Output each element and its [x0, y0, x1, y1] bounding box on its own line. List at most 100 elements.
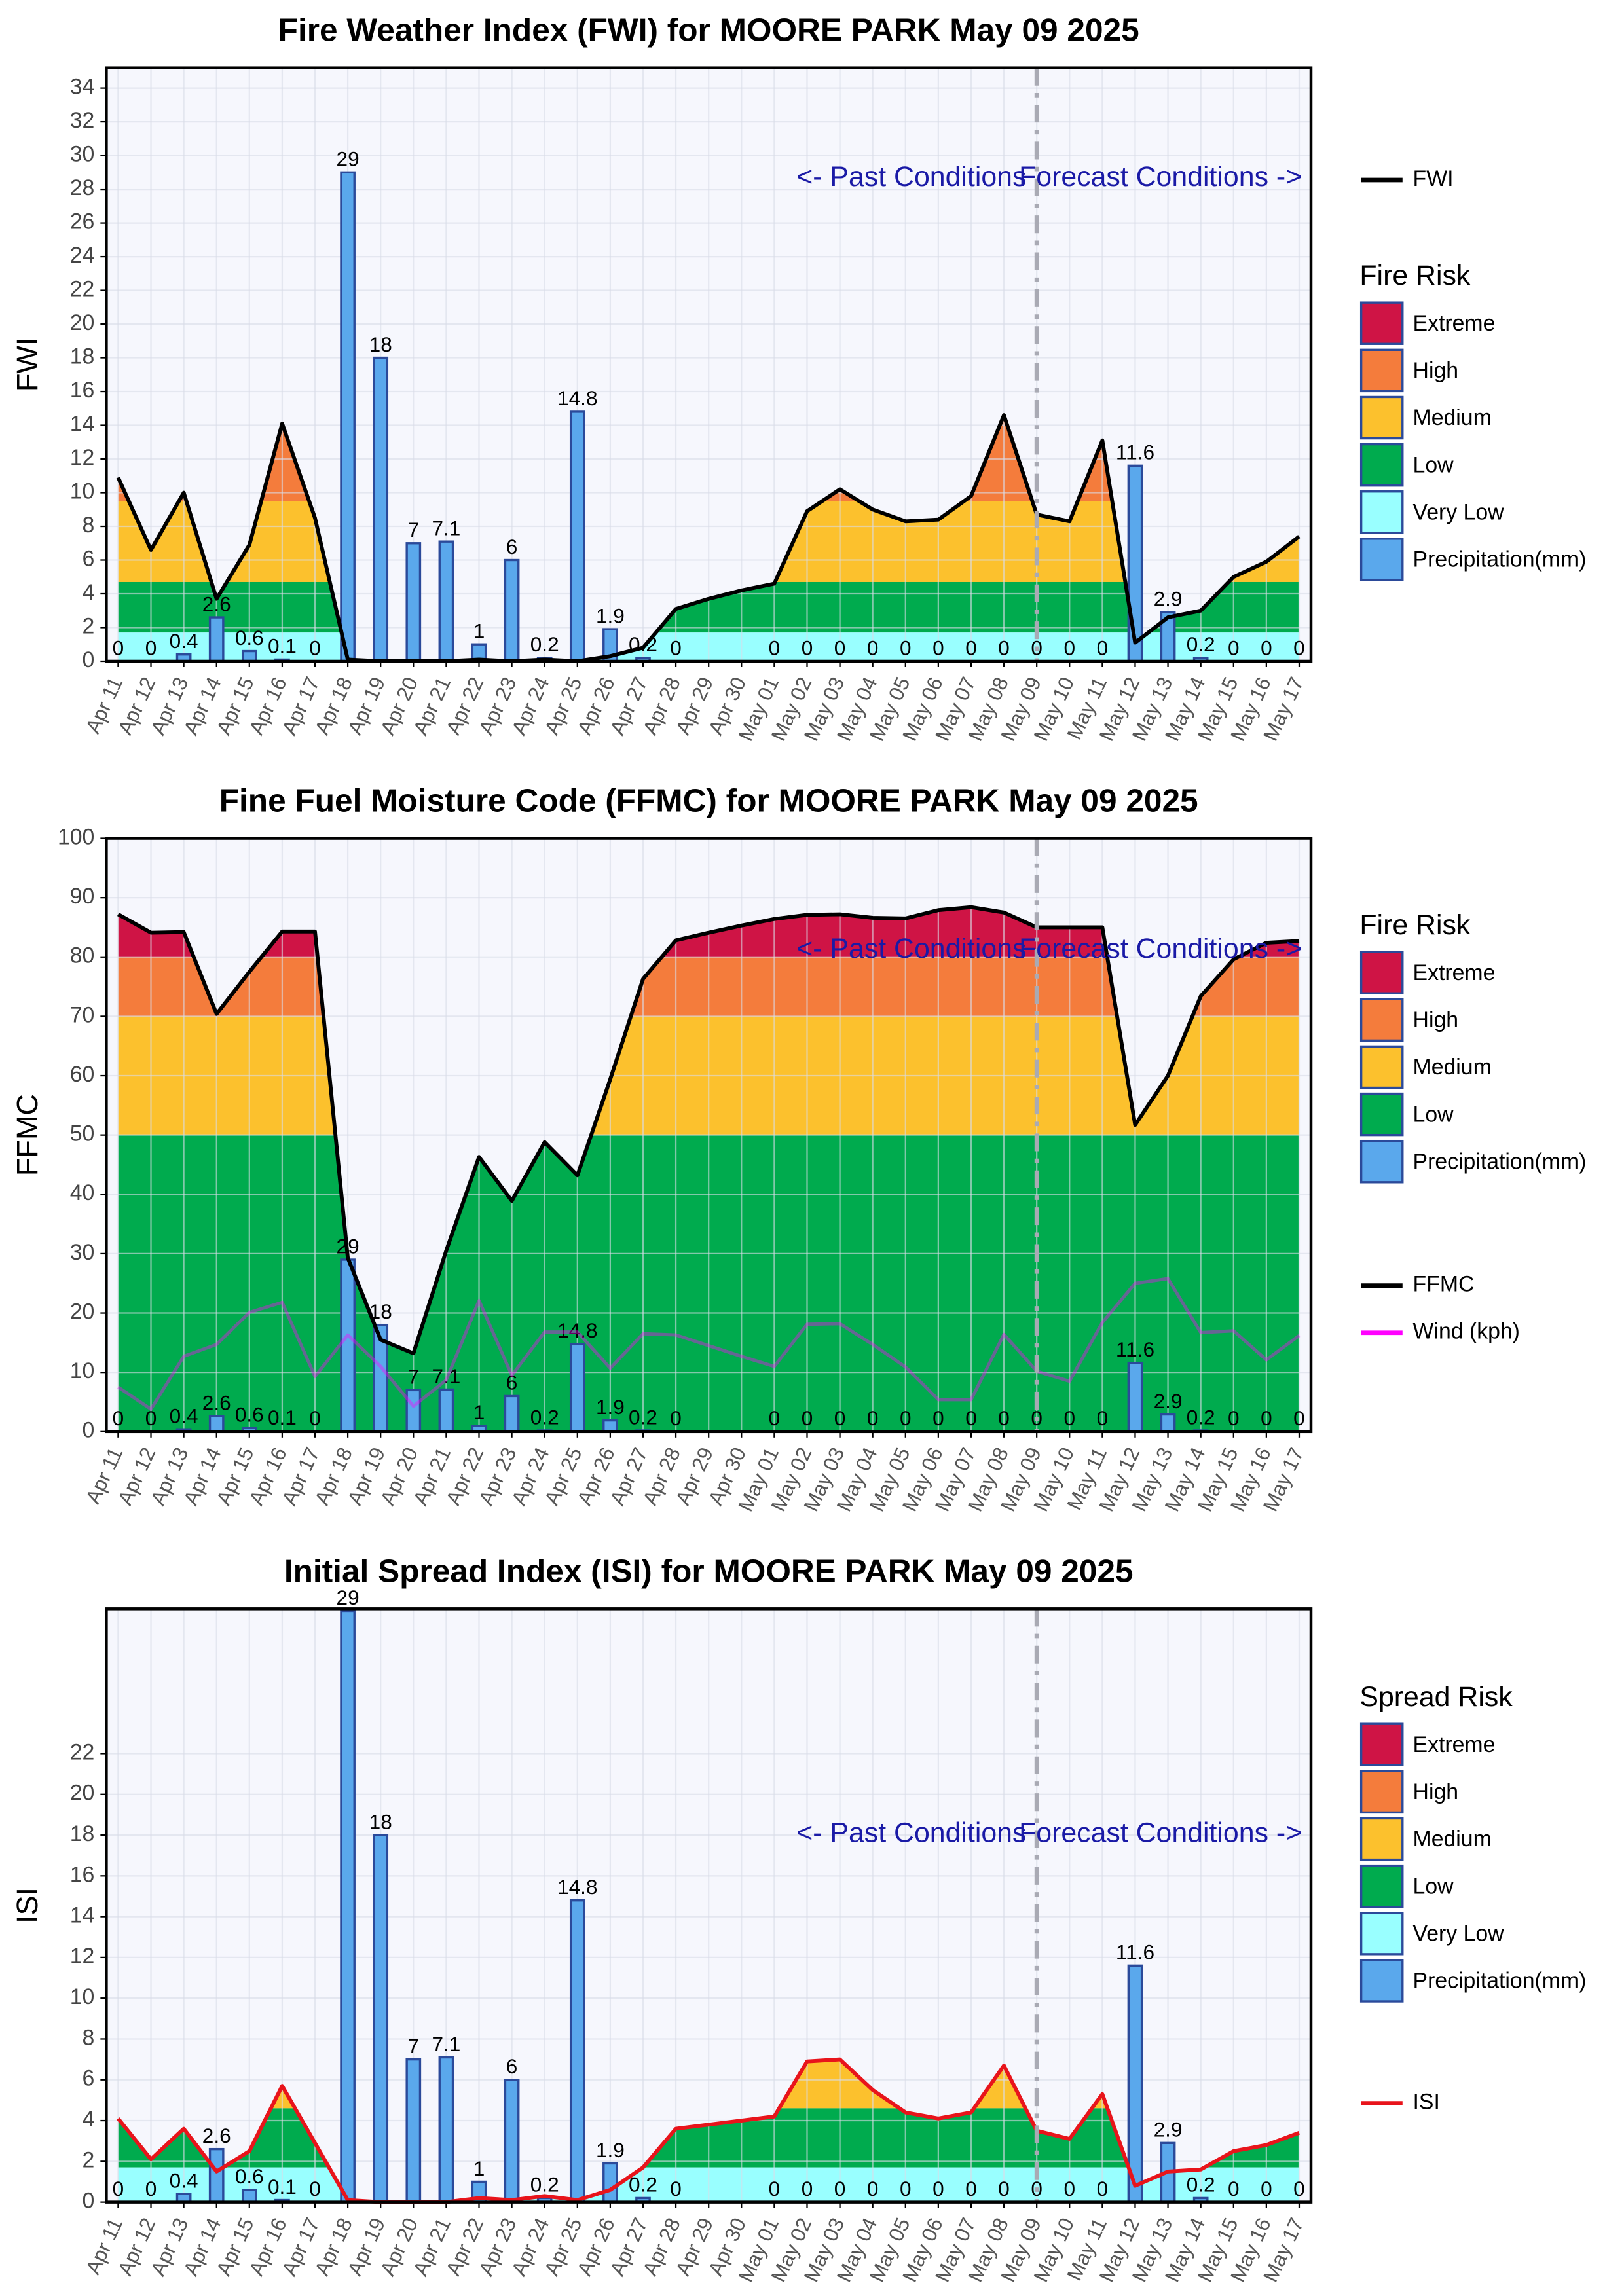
bar-value-label: 0.6 [235, 2164, 264, 2188]
bar-value-label: 18 [369, 1810, 392, 1833]
legend-label: Extreme [1413, 960, 1496, 985]
y-tick-label: 6 [83, 2066, 95, 2091]
bar-value-label: 0 [1293, 2177, 1305, 2200]
precip-bar [405, 542, 422, 663]
series-line [117, 1277, 1301, 1411]
plot-frame [105, 1607, 1313, 2204]
legend-label: Extreme [1413, 311, 1496, 336]
legend-label: FFMC [1413, 1272, 1475, 1297]
bar-value-label: 0.6 [235, 626, 264, 649]
legend-label: Wind (kph) [1413, 1319, 1520, 1344]
y-tick-label: 14 [70, 1903, 95, 1928]
legend-swatch [1359, 1912, 1404, 1956]
y-tick-label: 80 [70, 943, 95, 968]
bar-value-label: 29 [337, 1586, 360, 1609]
legend-swatch [1359, 395, 1404, 440]
bar-value-label: 0 [309, 1406, 321, 1430]
bar-value-label: 7 [408, 518, 420, 541]
precip-bar [438, 540, 454, 663]
legend-label: High [1413, 1779, 1459, 1804]
bar-value-label: 0 [834, 2177, 846, 2200]
y-tick-label: 20 [70, 310, 95, 335]
bar-value-label: 0.2 [629, 2173, 657, 2196]
legend-swatch [1359, 348, 1404, 393]
bar-value-label: 7.1 [432, 2032, 460, 2056]
bar-value-label: 2.6 [202, 1391, 231, 1415]
precip-bar [602, 1419, 618, 1433]
chart-title: Initial Spread Index (ISI) for MOORE PAR… [284, 1552, 1134, 1589]
y-tick-label: 10 [70, 1358, 95, 1383]
precip-bar [438, 1388, 454, 1433]
precip-bar [438, 2056, 454, 2204]
precip-bar [340, 1258, 356, 1433]
legend-swatch [1359, 443, 1404, 487]
bar-value-label: 2.9 [1154, 587, 1183, 611]
bar-value-label: 0.2 [1187, 1405, 1215, 1429]
bar-value-label: 1.9 [596, 2138, 625, 2162]
bar-value-label: 2.9 [1154, 1389, 1183, 1413]
bar-value-label: 0 [1261, 2177, 1272, 2200]
bar-value-label: 0 [769, 2177, 781, 2200]
y-tick-label: 28 [70, 175, 95, 200]
precip-bar [340, 171, 356, 663]
precip-bar [208, 1415, 225, 1433]
y-tick-label: 14 [70, 411, 95, 436]
legend-swatch [1359, 1959, 1404, 2003]
bar-value-label: 0 [965, 1406, 977, 1430]
y-axis-label: FWI [10, 338, 44, 392]
annotation-past: <- Past Conditions [796, 161, 1026, 192]
precip-bar [1127, 1964, 1143, 2204]
legend-swatch [1359, 301, 1404, 345]
bar-value-label: 0 [769, 1406, 781, 1430]
y-tick-label: 10 [70, 1984, 95, 2009]
legend-label: High [1413, 1008, 1459, 1032]
legend-label: Medium [1413, 1827, 1492, 1851]
bar-value-label: 11.6 [1116, 1941, 1154, 1964]
bar-value-label: 0.1 [268, 2175, 297, 2198]
legend-swatch [1359, 1722, 1404, 1766]
bar-value-label: 0 [1097, 1406, 1109, 1430]
bar-value-label: 0 [998, 1406, 1010, 1430]
y-tick-label: 20 [70, 1781, 95, 1806]
chart-title: Fine Fuel Moisture Code (FFMC) for MOORE… [219, 782, 1198, 819]
y-tick-label: 2 [83, 613, 95, 638]
bar-value-label: 14.8 [557, 386, 597, 410]
y-tick-label: 34 [70, 75, 95, 100]
bar-value-label: 0 [670, 636, 682, 659]
bar-value-label: 6 [506, 2054, 518, 2078]
annotation-past: <- Past Conditions [796, 1817, 1026, 1849]
precip-bar [1160, 1413, 1176, 1433]
bar-value-label: 0 [113, 1406, 124, 1430]
bar-value-label: 0 [1293, 1406, 1305, 1430]
bar-value-label: 18 [369, 333, 392, 356]
bar-value-label: 14.8 [557, 1875, 597, 1899]
bar-value-label: 0 [932, 2177, 944, 2200]
legend-label: ISI [1413, 2090, 1440, 2115]
bar-value-label: 29 [337, 147, 360, 171]
bar-value-label: 0 [769, 636, 781, 659]
bar-value-label: 0 [1228, 1406, 1240, 1430]
bar-value-label: 0 [867, 2177, 879, 2200]
precip-bar [602, 2162, 618, 2204]
legend-label: Low [1413, 1102, 1454, 1127]
legend-swatch [1359, 538, 1404, 581]
bar-value-label: 2.9 [1154, 2118, 1183, 2141]
precip-bar [208, 616, 225, 663]
precip-bar [241, 649, 257, 663]
annotation-past: <- Past Conditions [796, 933, 1026, 964]
bar-value-label: 6 [506, 1371, 518, 1394]
bar-value-label: 7 [408, 1365, 420, 1389]
bar-value-label: 1 [473, 2157, 485, 2180]
series-line [117, 2057, 1300, 2204]
bar-value-label: 0 [834, 636, 846, 659]
legend-swatch [1359, 951, 1404, 994]
precip-bar [569, 410, 585, 663]
y-tick-label: 6 [83, 546, 95, 571]
bar-value-label: 0 [145, 636, 157, 659]
bar-value-label: 0 [1261, 1406, 1272, 1430]
y-tick-label: 0 [83, 1418, 95, 1443]
y-tick-label: 50 [70, 1121, 95, 1146]
bar-value-label: 0.4 [170, 1404, 198, 1427]
legend-label: Medium [1413, 405, 1492, 430]
